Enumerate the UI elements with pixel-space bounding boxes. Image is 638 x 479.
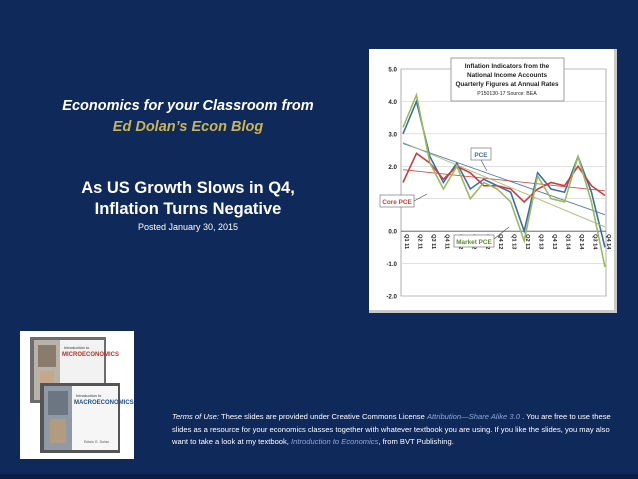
x-tick-label: Q4 11 bbox=[443, 234, 449, 249]
chart-series bbox=[402, 92, 606, 267]
chart-grid bbox=[400, 68, 607, 297]
trend-line bbox=[402, 169, 605, 192]
trend-line bbox=[402, 142, 606, 228]
plot-border bbox=[400, 68, 607, 297]
license-link[interactable]: Attribution—Share Alike 3.0 bbox=[426, 412, 520, 421]
posted-date: Posted January 30, 2015 bbox=[137, 222, 239, 232]
chart-title-box: Inflation Indicators from the National I… bbox=[450, 57, 565, 102]
core-pce-pointer bbox=[413, 193, 428, 202]
terms-text1: These slides are provided under Creative… bbox=[218, 412, 427, 421]
market-pce-pointer bbox=[493, 226, 510, 240]
svg-text:Market PCE: Market PCE bbox=[456, 239, 492, 246]
y-tick-label: 2.0 bbox=[388, 164, 397, 171]
y-tick-label: 0.0 bbox=[388, 229, 397, 236]
headline-line1: As US Growth Slows in Q4, bbox=[81, 179, 295, 197]
blog-title-line1: Economics for your Classroom from bbox=[62, 98, 314, 114]
chart-title-line2: National Income Accounts bbox=[467, 72, 547, 79]
terms-text3: , from BVT Publishing. bbox=[378, 437, 454, 446]
svg-text:Introduction to: Introduction to bbox=[76, 393, 102, 398]
chart-title-line3: Quarterly Figures at Annual Rates bbox=[455, 81, 559, 88]
label-pce: PCE bbox=[470, 147, 492, 161]
terms-prefix: Terms of Use: bbox=[172, 412, 219, 421]
terms-text2: . You are free to use these slides as a … bbox=[172, 412, 611, 446]
svg-text:Core PCE: Core PCE bbox=[382, 199, 412, 206]
y-tick-label: 4.0 bbox=[388, 99, 397, 106]
y-tick-label: -1.0 bbox=[386, 261, 397, 268]
x-tick-label: Q4 12 bbox=[497, 234, 503, 249]
x-tick-label: Q2 13 bbox=[524, 234, 530, 249]
trend-line bbox=[402, 142, 606, 216]
x-tick-label: Q3 11 bbox=[430, 234, 436, 249]
svg-text:Introduction to: Introduction to bbox=[64, 345, 90, 350]
label-core-pce: Core PCE bbox=[379, 194, 415, 208]
x-tick-label: Q1 11 bbox=[403, 234, 409, 249]
textbook-covers: Introduction to MICROECONOMICS Introduct… bbox=[30, 337, 134, 453]
blog-title: Economics for your Classroom from Ed Dol… bbox=[18, 96, 358, 138]
x-tick-label: Q4 14 bbox=[605, 234, 611, 250]
y-tick-label: 3.0 bbox=[388, 131, 397, 138]
terms-of-use: Terms of Use: These slides are provided … bbox=[172, 411, 624, 449]
x-tick-label: Q1 14 bbox=[565, 234, 571, 250]
label-market-pce: Market PCE bbox=[453, 234, 495, 248]
book-micro-title: MICROECONOMICS bbox=[62, 352, 119, 358]
headline: As US Growth Slows in Q4, Inflation Turn… bbox=[18, 178, 358, 220]
bottom-strip bbox=[0, 474, 638, 479]
y-axis: 5.04.03.02.01.00.0-1.0-2.0 bbox=[386, 67, 397, 301]
svg-text:PCE: PCE bbox=[474, 152, 488, 159]
chart-subtitle: P150130-17 Source: BEA bbox=[477, 91, 537, 97]
series-line-core-pce bbox=[402, 152, 606, 204]
x-tick-label: Q3 13 bbox=[538, 234, 544, 249]
pce-pointer bbox=[480, 159, 488, 172]
headline-line2: Inflation Turns Negative bbox=[94, 200, 282, 218]
x-tick-label: Q1 13 bbox=[511, 234, 517, 249]
chart-title-line1: Inflation Indicators from the bbox=[465, 63, 550, 70]
x-tick-label: Q2 11 bbox=[416, 234, 422, 249]
blog-title-line2: Ed Dolan’s Econ Blog bbox=[112, 119, 264, 135]
book-author: Edwin G. Dolan bbox=[84, 440, 109, 444]
y-tick-label: 5.0 bbox=[388, 67, 397, 74]
y-tick-label: -2.0 bbox=[386, 294, 397, 301]
textbook-link[interactable]: Introduction to Economics bbox=[291, 437, 379, 446]
book-macro-title: MACROECONOMICS bbox=[74, 400, 134, 406]
series-line-pce bbox=[402, 98, 606, 248]
series-line-market-pce bbox=[402, 92, 606, 267]
x-tick-label: Q2 14 bbox=[578, 234, 584, 250]
x-tick-label: Q3 14 bbox=[591, 234, 597, 250]
textbook-cover-image: Introduction to MICROECONOMICS Introduct… bbox=[20, 331, 134, 459]
x-tick-label: Q4 13 bbox=[551, 234, 557, 249]
